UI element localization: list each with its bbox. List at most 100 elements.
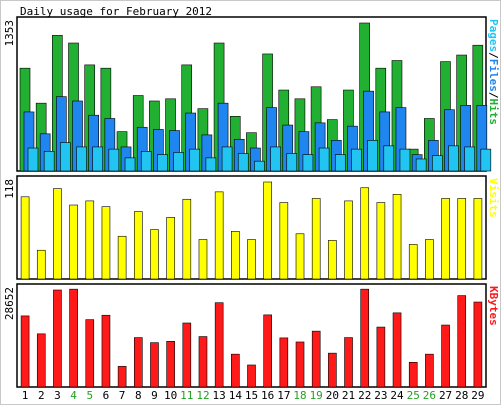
bar-hits-files-pages-pages-18: [302, 154, 314, 172]
x-tick-label-22: 22: [358, 389, 371, 402]
bar-visits-visits-14: [231, 231, 240, 280]
x-tick-label-17: 17: [277, 389, 290, 402]
bar-visits-visits-22: [360, 187, 370, 280]
bar-hits-files-pages-pages-25: [415, 158, 427, 172]
bar-hits-files-pages-pages-19: [318, 147, 330, 172]
x-tick-label-18: 18: [293, 389, 306, 402]
bar-visits-visits-9: [150, 229, 159, 280]
ymax-label-hits-files-pages: 1353: [3, 20, 16, 47]
bar-visits-visits-13: [214, 191, 224, 280]
legend-part-kbytes-0: KBytes: [487, 286, 500, 326]
x-tick-label-21: 21: [342, 389, 355, 402]
bar-kbytes-kbytes-4: [69, 288, 78, 388]
x-tick-label-12: 12: [196, 389, 209, 402]
bar-kbytes-kbytes-10: [166, 340, 175, 388]
bar-visits-visits-16: [263, 181, 272, 280]
bar-hits-files-pages-pages-7: [124, 157, 136, 172]
legend-part-hits-files-pages-0: Pages: [487, 19, 500, 52]
x-tick-label-11: 11: [180, 389, 193, 402]
bar-kbytes-kbytes-14: [231, 353, 240, 388]
bar-kbytes-kbytes-20: [328, 352, 337, 388]
bar-hits-files-pages-pages-15: [254, 160, 265, 172]
x-tick-label-26: 26: [423, 389, 436, 402]
bar-visits-visits-6: [101, 206, 111, 280]
bar-kbytes-kbytes-29: [473, 301, 483, 388]
bar-visits-visits-7: [117, 235, 127, 280]
x-tick-label-23: 23: [374, 389, 387, 402]
bar-hits-files-pages-pages-3: [60, 142, 71, 172]
bar-visits-visits-25: [408, 244, 418, 280]
bar-visits-visits-12: [198, 239, 208, 280]
bar-kbytes-kbytes-26: [425, 353, 434, 388]
bar-kbytes-kbytes-11: [182, 322, 192, 388]
bar-kbytes-kbytes-21: [344, 337, 353, 388]
bar-visits-visits-1: [20, 196, 30, 280]
bar-hits-files-pages-pages-2: [43, 151, 55, 172]
bar-visits-visits-28: [457, 198, 467, 280]
bar-hits-files-pages-pages-22: [367, 140, 378, 172]
bar-kbytes-kbytes-24: [392, 312, 402, 388]
chart-title: Daily usage for February 2012: [20, 5, 212, 18]
bar-kbytes-kbytes-25: [408, 361, 418, 388]
legend-visits: Visits: [487, 178, 500, 218]
bar-kbytes-kbytes-8: [133, 337, 143, 388]
bar-hits-files-pages-pages-9: [157, 154, 168, 172]
legend-part-hits-files-pages-1: /: [487, 52, 500, 59]
x-tick-label-6: 6: [103, 389, 110, 402]
bar-hits-files-pages-pages-16: [270, 146, 281, 172]
ymax-label-kbytes: 28652: [3, 287, 16, 320]
bar-hits-files-pages-pages-10: [173, 152, 184, 172]
bar-visits-visits-24: [392, 194, 402, 280]
bar-hits-files-pages-pages-13: [221, 146, 233, 172]
bar-visits-visits-4: [69, 204, 78, 280]
bar-visits-visits-19: [311, 198, 321, 280]
bar-kbytes-kbytes-15: [247, 364, 256, 388]
bar-visits-visits-29: [473, 198, 483, 280]
x-tick-label-15: 15: [245, 389, 258, 402]
bar-visits-visits-21: [344, 200, 353, 280]
x-tick-label-13: 13: [213, 389, 226, 402]
bar-visits-visits-5: [85, 200, 95, 280]
legend-kbytes: KBytes: [487, 286, 500, 326]
bar-kbytes-kbytes-5: [85, 319, 95, 388]
x-tick-label-2: 2: [38, 389, 45, 402]
x-tick-label-8: 8: [135, 389, 142, 402]
bar-hits-files-pages-pages-8: [140, 151, 152, 172]
bar-kbytes-kbytes-16: [263, 314, 272, 388]
bar-hits-files-pages-pages-17: [286, 153, 298, 172]
bar-kbytes-kbytes-18: [295, 341, 305, 388]
bar-visits-visits-27: [441, 198, 450, 280]
x-tick-label-25: 25: [407, 389, 420, 402]
bar-visits-visits-11: [182, 198, 192, 280]
bar-hits-files-pages-pages-4: [76, 146, 87, 172]
x-tick-label-16: 16: [261, 389, 274, 402]
bar-kbytes-kbytes-12: [198, 336, 208, 388]
bar-visits-visits-8: [133, 211, 143, 280]
bar-hits-files-pages-pages-27: [448, 145, 459, 172]
bar-visits-visits-20: [328, 240, 337, 280]
ymax-label-visits: 118: [3, 179, 16, 199]
bar-visits-visits-3: [53, 188, 62, 280]
x-tick-label-28: 28: [455, 389, 468, 402]
bar-kbytes-kbytes-13: [214, 302, 224, 388]
bar-hits-files-pages-pages-12: [205, 157, 217, 172]
bar-visits-visits-26: [425, 239, 434, 280]
x-tick-label-10: 10: [164, 389, 177, 402]
bar-visits-visits-17: [279, 202, 289, 280]
x-tick-label-29: 29: [471, 389, 484, 402]
bar-visits-visits-2: [36, 249, 46, 280]
x-tick-label-19: 19: [310, 389, 323, 402]
x-tick-label-24: 24: [390, 389, 404, 402]
x-tick-label-20: 20: [326, 389, 339, 402]
bar-visits-visits-15: [247, 239, 256, 280]
bar-kbytes-kbytes-22: [360, 288, 370, 388]
x-tick-label-4: 4: [70, 389, 77, 402]
bar-kbytes-kbytes-27: [441, 324, 450, 388]
bar-hits-files-pages-pages-14: [237, 153, 249, 172]
bar-hits-files-pages-pages-11: [189, 148, 201, 172]
bar-hits-files-pages-pages-5: [92, 146, 103, 172]
bar-visits-visits-18: [295, 233, 305, 280]
bar-kbytes-kbytes-2: [36, 333, 46, 388]
